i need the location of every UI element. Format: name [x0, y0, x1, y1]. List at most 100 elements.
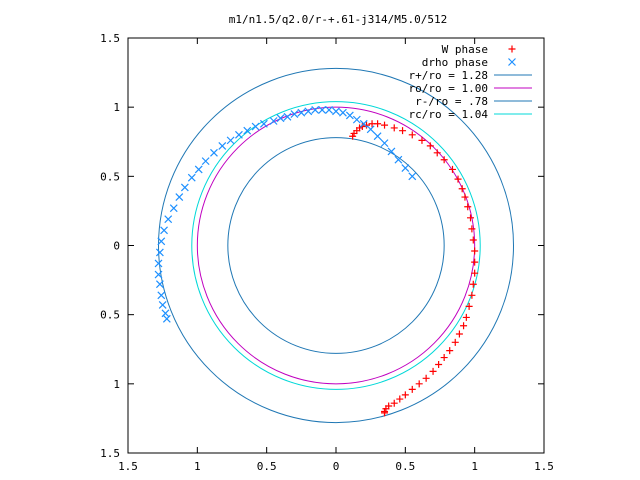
w-phase-point [465, 302, 473, 310]
y-tick-label: 0 [113, 240, 120, 253]
w-phase-point [469, 280, 477, 288]
drho-phase-point [194, 165, 203, 174]
w-phase-point [460, 322, 468, 330]
w-phase-point [455, 330, 463, 338]
legend-label: W phase [442, 43, 488, 56]
drho-phase-point [157, 237, 166, 246]
drho-phase-point [201, 157, 210, 166]
x-tick-label: 0.5 [257, 460, 277, 473]
y-tick-label: 1.5 [100, 447, 120, 460]
w-phase-point [471, 247, 479, 255]
drho-phase-point [276, 114, 285, 123]
drho-phase-point [154, 259, 163, 268]
w-phase-point [390, 399, 398, 407]
drho-phase-point [332, 107, 340, 116]
legend-label: drho phase [422, 56, 488, 69]
drho-phase-point [359, 119, 368, 128]
w-phase-point [433, 149, 441, 157]
circle-r-1 [196, 106, 476, 385]
w-phase-point [415, 380, 423, 388]
drho-phase-point [259, 119, 268, 128]
legend-marker [508, 45, 516, 53]
drho-phase-point [235, 130, 243, 139]
drho-phase-point [283, 112, 292, 121]
y-tick-label: 1.5 [100, 32, 120, 45]
legend-label: rc/ro = 1.04 [409, 108, 489, 121]
y-tick-label: 0.5 [100, 170, 120, 183]
drho-phase-point [169, 204, 178, 213]
legend-marker [508, 58, 516, 66]
w-phase-point [462, 313, 470, 321]
circle-r-0_78 [227, 137, 445, 354]
w-phase-point [408, 385, 416, 393]
w-phase-point [458, 185, 466, 193]
w-phase-point [451, 338, 459, 346]
w-phase-point [435, 360, 443, 368]
drho-phase-point [157, 291, 166, 300]
axis-tick-labels: 1.5 1 0.5 0 0.5 1 1.51.510.500.511.5 [100, 32, 554, 473]
radius-circles [158, 67, 514, 424]
drho-phase-point [210, 148, 218, 157]
w-phase-point [461, 193, 469, 201]
w-phase-point [454, 175, 462, 183]
x-tick-label: 1.5 [534, 460, 554, 473]
w-phase-point [381, 409, 389, 417]
circle-r-1_04 [191, 101, 481, 390]
drho-phase-point [162, 314, 171, 323]
w-phase-point [408, 131, 416, 139]
w-phase-point [469, 236, 477, 244]
drho-phase-point [345, 111, 354, 120]
drho-phase-point [304, 107, 313, 116]
drho-phase-point [154, 270, 163, 279]
x-tick-label: 1 [194, 460, 201, 473]
legend-label: r-/ro = .78 [415, 95, 488, 108]
x-tick-label: 1 [471, 460, 478, 473]
drho-phase-point [297, 108, 306, 117]
drho-phase-point [155, 280, 164, 289]
w-phase-point [429, 367, 437, 375]
w-phase-point [448, 165, 456, 173]
drho-phase-point [387, 147, 396, 156]
w-phase-point [358, 123, 366, 131]
drho-phase-point [187, 173, 196, 182]
drho-phase-point [175, 193, 184, 202]
w-phase-point [374, 120, 382, 128]
drho-phase-point [366, 125, 375, 134]
drho-phase-point [290, 110, 299, 119]
x-tick-label: 1.5 [118, 460, 138, 473]
w-phase-point [422, 374, 430, 382]
phase-points [154, 106, 479, 417]
drho-phase-point [226, 136, 235, 145]
drho-phase-point [373, 132, 382, 141]
drho-phase-point [158, 301, 167, 309]
w-phase-point [467, 214, 475, 222]
y-tick-label: 1 [113, 101, 120, 114]
drho-phase-point [180, 183, 189, 192]
w-phase-point [363, 121, 371, 129]
drho-phase-point [160, 226, 168, 235]
drho-phase-point [243, 126, 252, 135]
y-tick-label: 0.5 [100, 309, 120, 322]
legend-label: r+/ro = 1.28 [409, 69, 488, 82]
w-phase-point [468, 291, 476, 299]
drho-phase-point [401, 164, 410, 172]
drho-phase-point [218, 141, 227, 150]
w-phase-point [440, 354, 448, 362]
drho-phase-point [394, 155, 403, 164]
axis-ticks [127, 37, 545, 454]
drho-phase-point [408, 172, 417, 181]
drho-phase-point [325, 106, 333, 114]
w-phase-point [471, 269, 479, 277]
w-phase-point [426, 142, 434, 150]
circle-r-1_28 [158, 67, 514, 424]
w-phase-point [381, 121, 389, 129]
x-tick-label: 0.5 [395, 460, 415, 473]
y-tick-label: 1 [113, 378, 120, 391]
legend-label: ro/ro = 1.00 [409, 82, 488, 95]
w-phase-point [396, 395, 404, 403]
drho-phase-point [380, 139, 389, 148]
w-phase-point [468, 225, 476, 233]
chart-title: m1/n1.5/q2.0/r-+.61-j314/M5.0/512 [229, 13, 448, 26]
